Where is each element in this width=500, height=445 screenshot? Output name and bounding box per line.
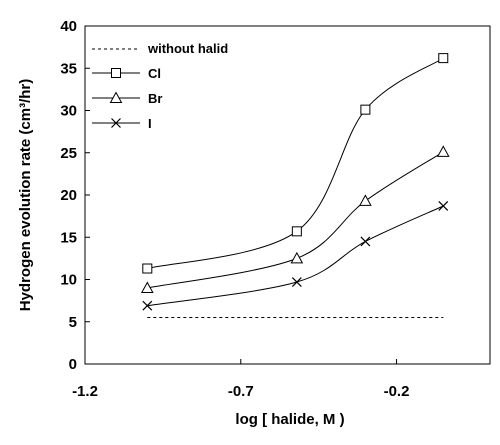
y-axis-title: Hydrogen evolution rate (cm³/hr) [17,79,34,312]
series-cl [142,53,449,274]
data-point-x [291,277,302,287]
y-tick-label: 30 [60,103,77,120]
series-i [142,201,449,311]
legend-label-reference: without halid [147,41,228,56]
plot-frame [84,25,491,365]
data-point-square [111,68,121,78]
data-point-x [142,300,153,311]
series-line [147,151,444,289]
x-tick-label: -0.7 [228,383,254,400]
series-br [140,145,450,293]
x-tick-label: -0.2 [384,383,410,400]
y-tick-label: 0 [69,356,77,373]
y-tick-label: 25 [60,145,77,162]
y-tick-label: 5 [69,314,77,331]
data-point-triangle [436,145,450,157]
legend-label: I [148,116,152,131]
series-line [147,205,444,307]
data-point-square [291,226,302,237]
data-point-x [111,118,121,128]
y-tick-label: 20 [60,187,77,204]
data-point-x [438,201,449,211]
data-point-triangle [109,91,123,103]
data-point-triangle [290,251,304,264]
y-tick-label: 35 [60,60,77,77]
legend: without halid Cl Br I [92,41,228,131]
data-point-triangle [140,281,154,293]
legend-label: Br [148,91,162,106]
data-point-square [142,263,153,274]
y-tick-label: 15 [60,229,77,246]
x-tick-label: -1.2 [72,383,98,400]
ticks-layer: 0 5 10 15 20 25 30 35 40 -1.2 -0.7 -0.2 [60,18,409,400]
series-line [147,57,444,270]
data-point-square [438,53,449,64]
legend-label: Cl [148,66,161,81]
x-axis-title: log [ halide, M ) [235,411,344,428]
data-point-triangle [359,194,372,206]
y-tick-label: 10 [60,272,77,289]
data-point-square [360,104,371,115]
series-layer [140,53,450,311]
y-tick-label: 40 [60,18,77,35]
data-point-x [360,236,371,247]
